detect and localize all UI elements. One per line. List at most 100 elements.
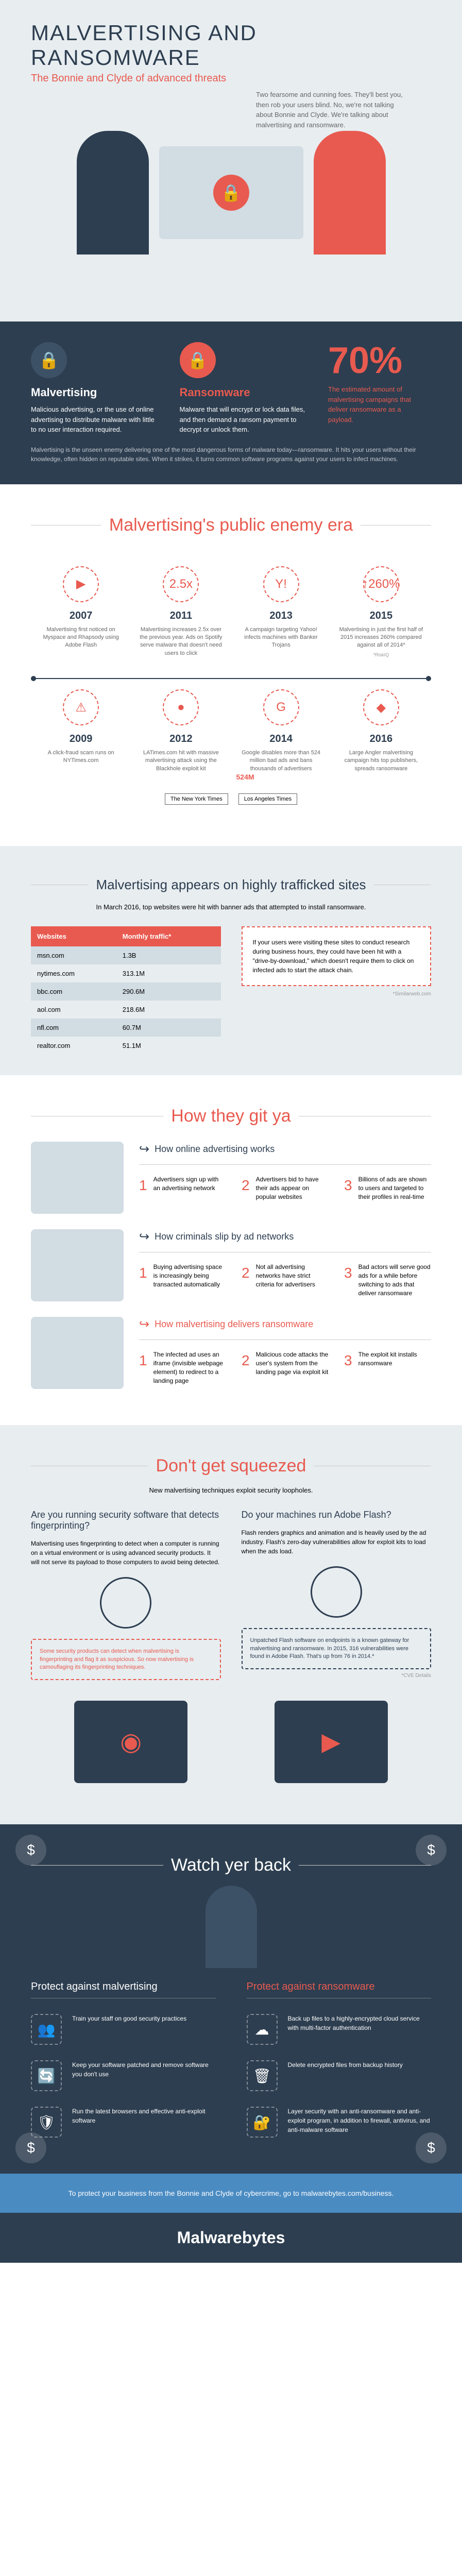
table-cell: nytimes.com <box>31 964 116 982</box>
table-cell: msn.com <box>31 946 116 964</box>
step-item: 2Advertisers bid to have their ads appea… <box>242 1175 329 1201</box>
timeline-item: Y! 2013 A campaign targeting Yahoo! infe… <box>231 566 331 658</box>
news-logo: Los Angeles Times <box>238 793 297 805</box>
magnify-icon <box>311 1566 362 1618</box>
timeline-item: ▶ 2007 Malvertising first noticed on Mys… <box>31 566 131 658</box>
squeeze-column: Do your machines run Adobe Flash? Flash … <box>242 1510 432 1680</box>
howgit-subsection: ↪How malvertising delivers ransomware 1T… <box>31 1317 431 1389</box>
howgit-subsection: ↪How criminals slip by ad networks 1Buyi… <box>31 1229 431 1301</box>
stat-percent: 70% <box>328 342 431 379</box>
squeeze-heading: Do your machines run Adobe Flash? <box>242 1510 432 1520</box>
timeline-icon: Y! <box>263 566 299 602</box>
step-text: The infected ad uses an iframe (invisibl… <box>153 1350 226 1385</box>
squeeze-cite: *CVE Details <box>242 1672 432 1680</box>
table-cell: 51.1M <box>116 1037 221 1055</box>
step-item: 2Malicious code attacks the user's syste… <box>242 1350 329 1385</box>
timeline-icon: ● <box>163 689 199 725</box>
timeline-desc: Google disables more than 524 million ba… <box>236 749 326 773</box>
squeeze-section: Don't get squeezed New malvertising tech… <box>0 1425 462 1824</box>
dollar-icon: $ <box>416 2132 447 2163</box>
table-cell: nfl.com <box>31 1019 116 1037</box>
watch-item-text: Run the latest browsers and effective an… <box>72 2107 216 2125</box>
step-text: Advertisers sign up with an advertising … <box>153 1175 226 1201</box>
main-title: MALVERTISING AND RANSOMWARE <box>31 21 431 70</box>
table-cell: 1.3B <box>116 946 221 964</box>
malvertising-desc: Malicious advertising, or the use of onl… <box>31 404 159 435</box>
watch-heading: Protect against malvertising <box>31 1981 216 1998</box>
step-illustration <box>31 1229 124 1301</box>
ransomware-def: 🔒 Ransomware Malware that will encrypt o… <box>180 342 308 435</box>
squeeze-desc: Flash renders graphics and animation and… <box>242 1528 432 1556</box>
table-row: bbc.com290.6M <box>31 982 221 1001</box>
table-cell: 290.6M <box>116 982 221 1001</box>
timeline-item: ● 2012 LATimes.com hit with massive malv… <box>131 689 231 773</box>
timeline-desc: Malvertising in just the first half of 2… <box>336 626 426 650</box>
step-text: Billions of ads are shown to users and t… <box>358 1175 431 1201</box>
step-number: 3 <box>344 1175 352 1201</box>
step-text: Buying advertising space is increasingly… <box>153 1263 226 1297</box>
malvertising-icon: 🔒 <box>31 342 67 378</box>
step-illustration <box>31 1142 124 1214</box>
watch-item-text: Back up files to a highly-encrypted clou… <box>288 2014 432 2032</box>
fingerprint-card: ◉ <box>74 1701 187 1783</box>
step-text: Bad actors will serve good ads for a whi… <box>358 1263 431 1297</box>
magnify-icon <box>100 1577 151 1629</box>
step-heading: ↪How malvertising delivers ransomware <box>139 1317 431 1332</box>
cta-text: To protect your business from the Bonnie… <box>69 2189 394 2197</box>
watch-title: Watch yer back <box>171 1855 291 1875</box>
step-item: 1Advertisers sign up with an advertising… <box>139 1175 226 1201</box>
squeeze-callout: Unpatched Flash software on endpoints is… <box>242 1628 432 1669</box>
timeline-item: ↑260% 2015 Malvertising in just the firs… <box>331 566 431 658</box>
definitions-note: Malvertising is the unseen enemy deliver… <box>31 445 431 464</box>
trafficked-cite: *Similarweb.com <box>242 991 432 997</box>
table-cell: 313.1M <box>116 964 221 982</box>
timeline-year: 2011 <box>136 610 226 622</box>
timeline-icon: ⚠ <box>63 689 99 725</box>
timeline-desc: A campaign targeting Yahoo! infects mach… <box>236 626 326 650</box>
timeline-icon: ◆ <box>363 689 399 725</box>
timeline-year: 2013 <box>236 610 326 622</box>
step-item: 3Billions of ads are shown to users and … <box>344 1175 431 1201</box>
step-number: 1 <box>139 1175 147 1201</box>
malvertising-def: 🔒 Malvertising Malicious advertising, or… <box>31 342 159 435</box>
table-cell: 218.6M <box>116 1001 221 1019</box>
timeline-desc: Malvertising increases 2.5x over the pre… <box>136 626 226 658</box>
table-row: realtor.com51.1M <box>31 1037 221 1055</box>
step-heading: ↪How criminals slip by ad networks <box>139 1229 431 1244</box>
trafficked-section: Malvertising appears on highly trafficke… <box>0 846 462 1075</box>
clyde-figure <box>314 131 386 255</box>
traffic-table: WebsitesMonthly traffic* msn.com1.3Bnyti… <box>31 926 221 1055</box>
timeline-icon: ▶ <box>63 566 99 602</box>
watch-item: 🛡 Run the latest browsers and effective … <box>31 2107 216 2138</box>
squeeze-subtitle: New malvertising techniques exploit secu… <box>31 1486 431 1494</box>
step-item: 1Buying advertising space is increasingl… <box>139 1263 226 1297</box>
timeline-axis <box>31 678 431 679</box>
hero-banner: Two fearsome and cunning foes. They'll b… <box>31 84 431 301</box>
timeline-icon: 2.5x <box>163 566 199 602</box>
news-logo: The New York Times <box>165 793 228 805</box>
watch-item: 🔐 Layer security with an anti-ransomware… <box>247 2107 432 2138</box>
step-text: Advertisers bid to have their ads appear… <box>256 1175 329 1201</box>
step-number: 2 <box>242 1350 250 1385</box>
timeline-year: 2016 <box>336 733 426 745</box>
table-row: msn.com1.3B <box>31 946 221 964</box>
timeline-year: 2012 <box>136 733 226 745</box>
timeline-top-row: ▶ 2007 Malvertising first noticed on Mys… <box>31 566 431 658</box>
timeline-section: Malvertising's public enemy era ▶ 2007 M… <box>0 484 462 846</box>
watch-item: 🔄 Keep your software patched and remove … <box>31 2060 216 2091</box>
trafficked-intro: In March 2016, top websites were hit wit… <box>31 903 431 911</box>
watch-figure <box>206 1886 257 1968</box>
timeline-year: 2015 <box>336 610 426 622</box>
step-number: 1 <box>139 1263 147 1297</box>
timeline-bottom-row: ⚠ 2009 A click-fraud scam runs on NYTime… <box>31 689 431 773</box>
lock-icon: 🔒 <box>213 175 249 211</box>
table-cell: realtor.com <box>31 1037 116 1055</box>
timeline-item: G 2014 Google disables more than 524 mil… <box>231 689 331 773</box>
trafficked-callout: If your users were visiting these sites … <box>242 926 432 986</box>
watch-section: $ $ $ $ Watch yer back Protect against m… <box>0 1824 462 2174</box>
watch-column: Protect against ransomware ☁ Back up fil… <box>247 1981 432 2153</box>
timeline-item: ⚠ 2009 A click-fraud scam runs on NYTime… <box>31 689 131 773</box>
table-header: Monthly traffic* <box>116 926 221 946</box>
arrow-icon: ↪ <box>139 1142 149 1157</box>
stat-caption: The estimated amount of malvertising cam… <box>328 384 421 425</box>
